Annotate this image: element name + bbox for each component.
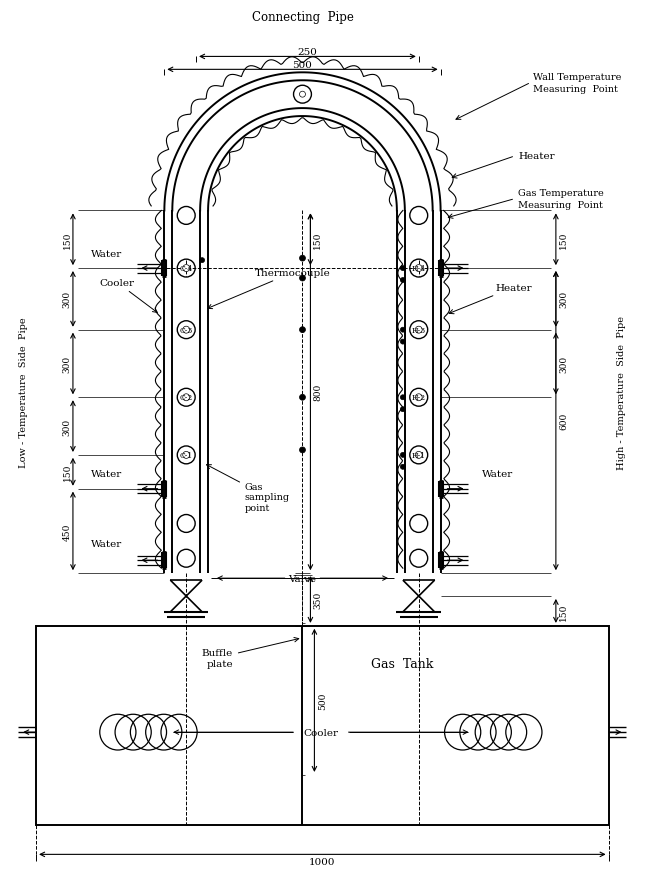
Text: 300: 300 (559, 355, 568, 373)
Text: 500: 500 (293, 61, 313, 70)
Text: Heater: Heater (518, 152, 555, 161)
Circle shape (401, 407, 405, 412)
Circle shape (401, 278, 405, 283)
Text: H-4: H-4 (412, 265, 426, 273)
Text: 600: 600 (559, 412, 568, 430)
Text: Cooler: Cooler (304, 728, 339, 737)
Circle shape (401, 465, 405, 470)
Text: 150: 150 (313, 232, 322, 249)
Text: 350: 350 (313, 591, 322, 609)
Text: H-3: H-3 (412, 326, 426, 334)
Text: 300: 300 (63, 418, 72, 435)
Text: C-3: C-3 (180, 326, 193, 334)
Bar (36, 626, 609, 824)
Text: Water: Water (91, 470, 123, 479)
Text: Water: Water (483, 470, 514, 479)
Circle shape (300, 395, 306, 401)
Circle shape (401, 339, 405, 345)
Text: Valve: Valve (289, 574, 317, 583)
Text: 1000: 1000 (309, 857, 336, 866)
Text: Measuring  Point: Measuring Point (518, 201, 603, 210)
Text: Heater: Heater (449, 283, 532, 314)
Circle shape (401, 328, 405, 332)
Text: 150: 150 (559, 602, 568, 620)
Text: 150: 150 (559, 232, 568, 249)
Text: Gas Temperature: Gas Temperature (518, 189, 604, 198)
Text: Connecting  Pipe: Connecting Pipe (251, 11, 353, 25)
Circle shape (300, 447, 306, 453)
Circle shape (415, 327, 422, 334)
Text: Water: Water (91, 539, 123, 548)
Circle shape (300, 92, 306, 98)
Circle shape (200, 259, 205, 263)
Circle shape (183, 452, 190, 459)
Circle shape (300, 327, 306, 333)
Text: Wall Temperature: Wall Temperature (533, 73, 621, 82)
Text: Cooler: Cooler (99, 279, 157, 313)
Circle shape (183, 395, 190, 402)
Text: H-2: H-2 (412, 394, 426, 402)
Text: 300: 300 (559, 291, 568, 308)
Text: 150: 150 (63, 232, 72, 249)
Circle shape (401, 396, 405, 400)
Circle shape (183, 327, 190, 334)
Circle shape (401, 267, 405, 271)
Text: 800: 800 (313, 384, 322, 401)
Text: C-2: C-2 (180, 394, 193, 402)
Text: 300: 300 (63, 355, 72, 373)
Circle shape (401, 453, 405, 458)
Text: C-4: C-4 (180, 265, 193, 273)
Text: 300: 300 (63, 291, 72, 308)
Circle shape (415, 266, 422, 272)
Text: High - Temperature  Side  Pipe: High - Temperature Side Pipe (617, 316, 626, 469)
Text: Buffle
plate: Buffle plate (202, 638, 298, 667)
Text: Low - Temperature  Side  Pipe: Low - Temperature Side Pipe (19, 317, 28, 467)
Text: 500: 500 (318, 692, 327, 709)
Circle shape (183, 266, 190, 272)
Circle shape (415, 452, 422, 459)
Text: Measuring  Point: Measuring Point (533, 84, 618, 94)
Text: 250: 250 (298, 48, 317, 57)
Text: Water: Water (91, 249, 123, 259)
Text: Gas  Tank: Gas Tank (371, 658, 433, 670)
Text: 150: 150 (63, 464, 72, 481)
Text: Thermocouple: Thermocouple (207, 268, 331, 310)
Text: H-1: H-1 (412, 452, 426, 460)
Text: Gas
sampling
point: Gas sampling point (207, 465, 290, 512)
Text: C-1: C-1 (180, 452, 193, 460)
Text: 450: 450 (63, 523, 72, 540)
Circle shape (300, 275, 306, 282)
Circle shape (300, 256, 306, 262)
Circle shape (415, 395, 422, 402)
